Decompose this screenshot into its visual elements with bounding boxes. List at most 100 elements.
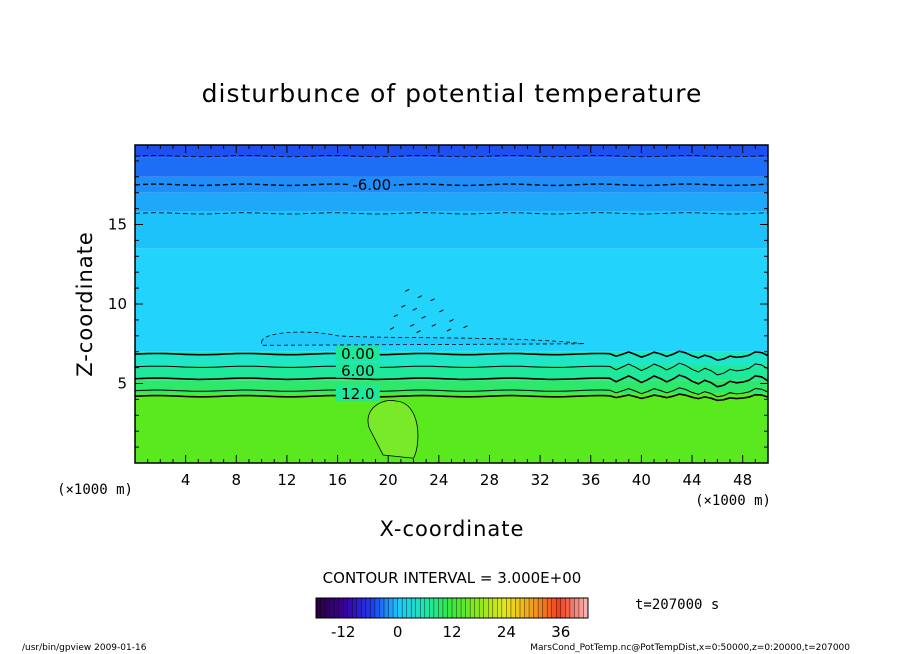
colorbar-cell <box>542 598 548 618</box>
x-tick-label-24: 24 <box>429 471 448 489</box>
colorbar-tick-label--12: -12 <box>331 623 356 641</box>
field-band-4 <box>135 211 768 249</box>
colorbar-cell <box>424 598 430 618</box>
x-tick-label-4: 4 <box>181 471 191 489</box>
colorbar-cell <box>569 598 575 618</box>
contour-label-3: 12.0 <box>341 385 374 403</box>
x-tick-label-16: 16 <box>328 471 347 489</box>
colorbar-cell <box>547 598 553 618</box>
colorbar-cell <box>565 598 571 618</box>
contour-neg-3 <box>135 212 768 215</box>
y-tick-label-5: 5 <box>117 375 127 393</box>
field-band-5 <box>135 248 768 352</box>
contour-fragment-13 <box>446 328 452 332</box>
colorbar-cell <box>334 598 340 618</box>
colorbar-cell <box>320 598 326 618</box>
colorbar-frame <box>315 597 589 619</box>
contour-label-gap-1 <box>335 346 380 362</box>
colorbar-cell <box>474 598 480 618</box>
contour-fragment-10 <box>431 323 436 327</box>
contour-label-2: 6.00 <box>341 362 374 380</box>
colorbar-cell <box>429 598 435 618</box>
colorbar-cell <box>433 598 439 618</box>
colorbar-ticks: -12 0 12 24 36 <box>331 623 570 641</box>
contour-fragment-2 <box>430 298 435 302</box>
footer-left: /usr/bin/gpview 2009-01-16 <box>22 643 147 653</box>
colorbar-cell <box>374 598 380 618</box>
colorbar-cell <box>483 598 489 618</box>
contour-12 <box>135 393 768 402</box>
colorbar-tick-label-24: 24 <box>497 623 516 641</box>
colorbar-cell <box>411 598 417 618</box>
colorbar-cell <box>438 598 444 618</box>
colorbar-cell <box>456 598 462 618</box>
colorbar-cell <box>465 598 471 618</box>
y-axis: 5 10 15 <box>108 160 768 448</box>
x-tick-label-12: 12 <box>277 471 296 489</box>
colorbar-cell <box>529 598 535 618</box>
colorbar-cell <box>479 598 485 618</box>
colorbar-cell <box>501 598 507 618</box>
colorbar-cell <box>338 598 344 618</box>
colorbar-cell <box>406 598 412 618</box>
field-anomaly <box>367 400 419 459</box>
colorbar-cell <box>470 598 476 618</box>
contour-neg-6 <box>135 183 768 187</box>
contour-label-1: 0.00 <box>341 345 374 363</box>
colorbar-cell <box>506 598 512 618</box>
contour-fragment-6 <box>393 314 399 318</box>
contour-fragment-14 <box>416 330 421 334</box>
contour-label-gap-0 <box>349 176 394 192</box>
contour-layer: -6.00 0.006.00 12.0 <box>135 155 768 403</box>
colorbar-cell <box>533 598 539 618</box>
colorbar-cell <box>356 598 362 618</box>
contour-0 <box>135 350 768 362</box>
y-axis-label: Z-coordinate <box>73 231 97 377</box>
colorbar-cell <box>347 598 353 618</box>
colorbar-cell <box>492 598 498 618</box>
y-tick-label-10: 10 <box>108 295 127 313</box>
colorbar-cell <box>560 598 566 618</box>
colorbar-cell <box>520 598 526 618</box>
contour-fragment-9 <box>410 323 415 327</box>
colorbar-cell <box>461 598 467 618</box>
colorbar-cell <box>415 598 421 618</box>
colorbar-cell <box>365 598 371 618</box>
x-axis: 4 8 12 16 20 24 28 32 36 40 44 48 <box>147 145 769 489</box>
colorbar-tick-label-36: 36 <box>551 623 570 641</box>
colorbar-cell <box>578 598 584 618</box>
x-tick-label-20: 20 <box>379 471 398 489</box>
contour-6 <box>135 374 768 388</box>
contour-fragment-11 <box>463 325 468 329</box>
colorbar-cell <box>538 598 544 618</box>
colorbar-cell <box>361 598 367 618</box>
colorbar-cell <box>393 598 399 618</box>
colorbar-cell <box>574 598 580 618</box>
x-tick-label-44: 44 <box>682 471 701 489</box>
x-unit-left: (×1000 m) <box>57 482 133 498</box>
footer-right: MarsCond_PotTemp.nc@PotTempDist,x=0:5000… <box>530 643 850 653</box>
colorbar-cell <box>384 598 390 618</box>
colorbar-cell <box>379 598 385 618</box>
contour-label-0: -6.00 <box>352 176 391 194</box>
contour-fragment-7 <box>421 315 426 319</box>
field-layer <box>135 145 768 463</box>
colorbar-cell <box>488 598 494 618</box>
contour-fragment-12 <box>389 326 395 330</box>
contour-3 <box>135 362 768 376</box>
contour-fragment-8 <box>449 319 454 322</box>
contour-fragment-1 <box>417 295 423 299</box>
colorbar-cell <box>556 598 562 618</box>
colorbar <box>315 598 589 618</box>
field-band-0 <box>135 145 768 158</box>
colorbar-cell <box>402 598 408 618</box>
field-band-1 <box>135 157 768 177</box>
contour-interval-text: CONTOUR INTERVAL = 3.000E+00 <box>323 569 582 587</box>
contour-label-gap-2 <box>335 362 380 378</box>
colorbar-cell <box>343 598 349 618</box>
contour-fragment-0 <box>404 288 410 292</box>
x-tick-label-40: 40 <box>632 471 651 489</box>
colorbar-cell <box>524 598 530 618</box>
colorbar-cell <box>316 598 322 618</box>
